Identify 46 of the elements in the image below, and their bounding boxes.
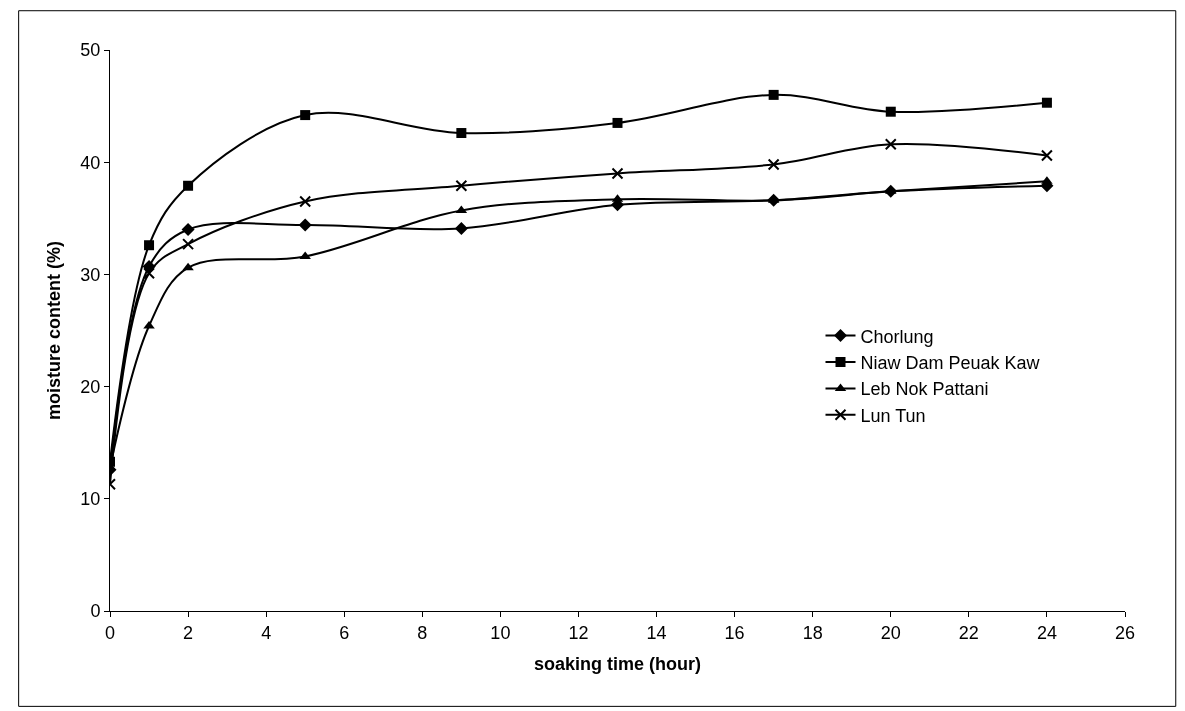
x-axis-title: soaking time (hour) <box>533 653 702 674</box>
y-tick-label: 20 <box>80 376 101 397</box>
x-tick-label: 6 <box>339 622 350 643</box>
point <box>300 110 311 121</box>
y-tick-label: 10 <box>80 489 101 510</box>
point <box>144 240 155 251</box>
x-tick-label: 8 <box>417 622 428 643</box>
x-tick-label: 2 <box>183 622 194 643</box>
point <box>454 221 468 235</box>
x-tick-label: 10 <box>490 622 511 643</box>
point <box>298 218 312 232</box>
point <box>884 138 897 151</box>
x-tick-label: 12 <box>568 622 589 643</box>
x-tick-label: 18 <box>802 622 823 643</box>
legend-label: Niaw Dam Peuak Kaw <box>860 353 1041 373</box>
legend-label: Leb Nok Pattani <box>860 379 989 400</box>
y-tick-label: 50 <box>80 40 101 61</box>
y-tick-label: 40 <box>80 152 101 173</box>
point <box>143 267 156 280</box>
x-tick-label: 0 <box>104 622 116 643</box>
y-tick-label: 30 <box>80 264 101 285</box>
point <box>1041 97 1052 108</box>
x-tick-label: 4 <box>261 622 272 643</box>
legend-label: Lun Tun <box>860 405 926 426</box>
x-tick-label: 20 <box>880 622 901 643</box>
point <box>182 262 194 271</box>
y-axis-title: moisture content (%) <box>43 240 64 421</box>
point <box>299 195 312 208</box>
point <box>611 167 624 180</box>
point <box>767 158 780 171</box>
point <box>182 238 195 251</box>
point <box>183 180 194 191</box>
point <box>456 128 467 139</box>
point <box>612 117 623 128</box>
point <box>768 89 779 100</box>
x-tick-label: 14 <box>646 622 667 643</box>
point <box>455 179 468 192</box>
x-tick-label: 26 <box>1114 622 1136 643</box>
x-tick-label: 16 <box>724 622 745 643</box>
x-tick-label: 24 <box>1036 622 1057 643</box>
point <box>885 106 896 117</box>
y-tick-label: 0 <box>90 601 101 622</box>
x-tick-label: 22 <box>958 622 979 643</box>
point <box>1040 149 1053 162</box>
legend-label: Chorlung <box>860 326 934 347</box>
point <box>181 223 195 237</box>
